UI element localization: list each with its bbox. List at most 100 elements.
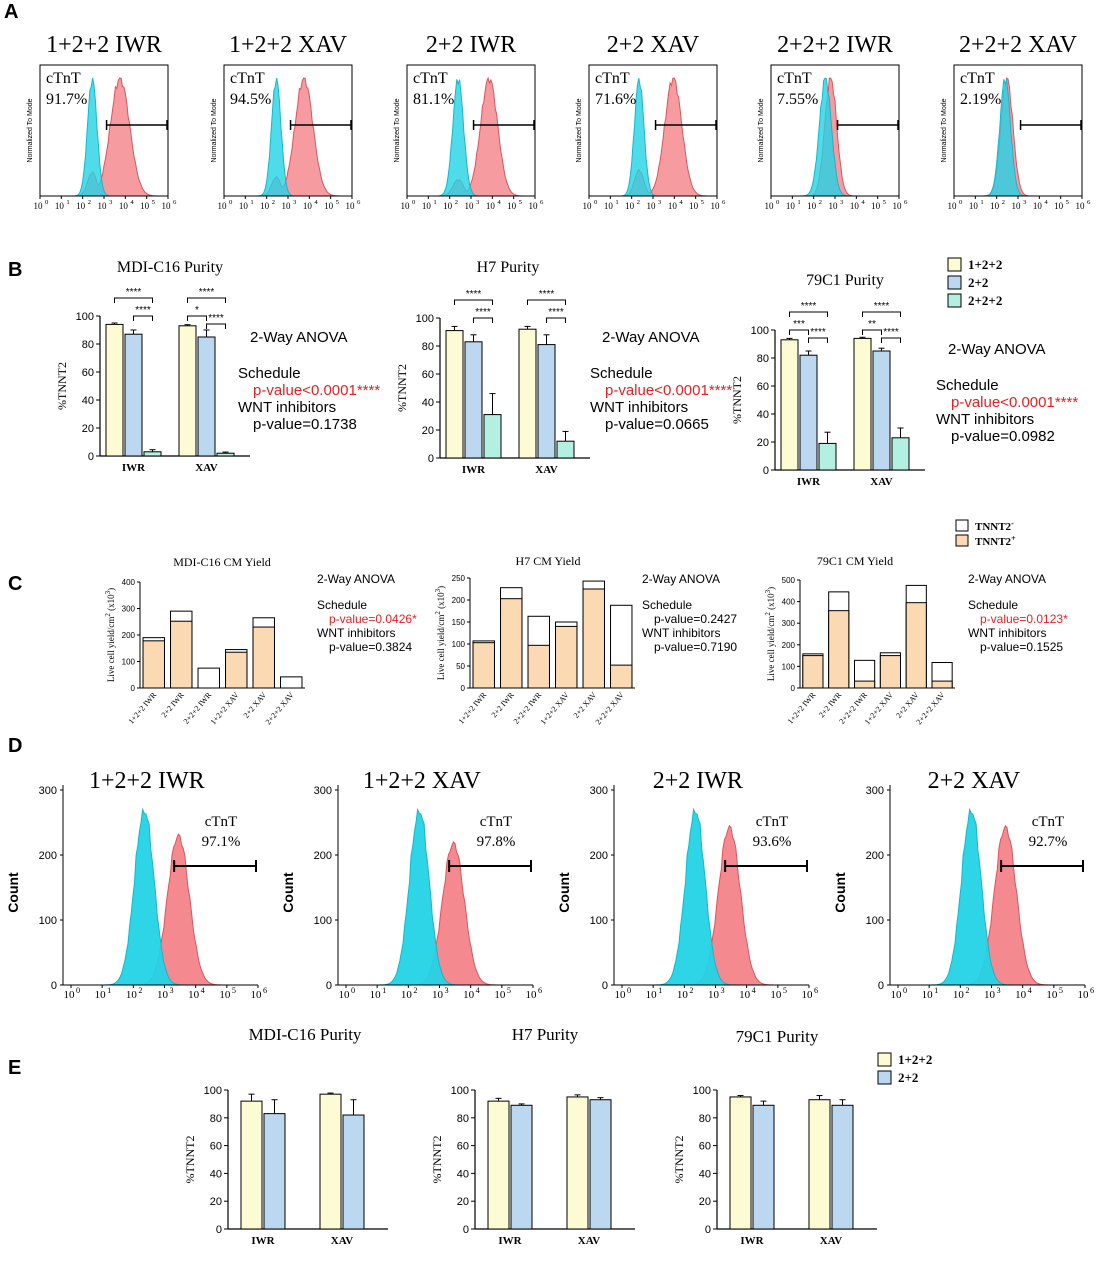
panel-a-xtick-base: 10 — [486, 201, 496, 211]
panel-e-ytick-label: 100 — [204, 1085, 222, 1097]
y-axis-label: Count — [832, 872, 848, 913]
anova-schedule-label: Schedule — [238, 365, 301, 382]
ytick-label: 300 — [314, 785, 332, 797]
y-axis-label: Normalized To Mode — [941, 98, 948, 162]
panel-e-category-label: XAV — [820, 1235, 842, 1247]
panel-d-xtick-base: 10 — [615, 989, 627, 1001]
panel-e-y-axis-label: %TNNT2 — [183, 1136, 197, 1184]
panel-b-ytick-label: 20 — [422, 425, 434, 437]
gate-marker-label: cTnT — [413, 70, 448, 87]
panel-c-category-label: 2+2+2 XAV — [594, 690, 626, 726]
panel-b-bar — [518, 328, 537, 459]
panel-c-bar-positive — [225, 651, 248, 689]
panel-c-ytick-label: 100 — [782, 662, 796, 671]
panel-e-ytick-label: 0 — [463, 1224, 469, 1236]
panel-a-xtick-exp: 0 — [959, 199, 963, 206]
panel-c-ytick-label: 400 — [122, 578, 136, 587]
panel-e-ytick-label: 40 — [699, 1168, 711, 1180]
panel-c-bar-positive — [828, 610, 850, 689]
panel-c-category-label: 2+2 XAV — [242, 690, 269, 720]
panel-a-xtick-exp: 4 — [679, 199, 683, 206]
gate-marker-label: cTnT — [960, 70, 995, 87]
panel-a-xtick-exp: 2 — [1002, 199, 1005, 206]
panel-e-ytick-label: 60 — [699, 1141, 711, 1153]
panel-b-legend-swatch — [947, 257, 962, 272]
panel-e-ytick-label: 40 — [210, 1168, 222, 1180]
y-axis-label: Normalized To Mode — [211, 98, 218, 162]
panel-c-bar-positive — [252, 626, 275, 689]
panel-d-xtick-base: 10 — [339, 989, 351, 1001]
panel-c-legend-swatch — [955, 534, 969, 547]
anova-wnt-label: WNT inhibitors — [590, 399, 688, 416]
panel-c-y-axis-label-unit: (x10 — [436, 592, 446, 611]
panel-a-xtick-exp: 5 — [336, 199, 340, 206]
panel-b-bar — [537, 344, 556, 459]
panel-d-xtick-base: 10 — [1015, 989, 1027, 1001]
panel-a-xtick-exp: 4 — [497, 199, 501, 206]
panel-c-bar-positive — [879, 655, 901, 689]
ytick-label: 0 — [878, 980, 884, 992]
panel-c-ytick-label: 0 — [461, 684, 466, 693]
significance-bracket — [789, 329, 809, 335]
panel-a-xtick-exp: 6 — [540, 199, 544, 206]
panel-b-legend-swatch — [947, 293, 962, 308]
y-axis-label: Normalized To Mode — [394, 98, 401, 162]
panel-c-y-axis-label: Live cell yield/cm2 (x103) — [104, 588, 116, 682]
panel-c-category-label: 2+2 IWR — [817, 690, 844, 719]
panel-b-bar — [178, 325, 197, 457]
gate-marker-label: cTnT — [480, 814, 512, 830]
panel-a-xtick-base: 10 — [668, 201, 678, 211]
ytick-label: 100 — [866, 915, 884, 927]
panel-e-category-label: IWR — [251, 1235, 275, 1247]
significance-bracket — [187, 297, 226, 303]
panel-d-plot-title: 2+2 IWR — [653, 768, 743, 794]
anova-title: 2-Way ANOVA — [250, 329, 348, 346]
panel-c-legend-swatch — [955, 519, 969, 532]
ytick-label: 200 — [39, 850, 57, 862]
panel-b-category-label: IWR — [797, 476, 821, 488]
panel-d-xtick-exp: 4 — [201, 986, 205, 995]
anova-title: 2-Way ANOVA — [642, 572, 720, 586]
panel-a-xtick-base: 10 — [893, 201, 903, 211]
panel-a-xtick-exp: 3 — [293, 199, 297, 206]
panel-a-xtick-base: 10 — [765, 201, 775, 211]
panel-c-y-axis-label-unit: (x10 — [106, 594, 116, 613]
panel-a-xtick-exp: 0 — [776, 199, 780, 206]
panel-b-ytick-label: 100 — [751, 325, 769, 337]
panel-a-xtick-exp: 3 — [109, 199, 113, 206]
panel-b-bar — [891, 437, 910, 471]
panel-label-a: A — [4, 1, 18, 23]
panel-e-ytick-label: 20 — [457, 1196, 469, 1208]
gate-percent: 81.1% — [413, 91, 454, 108]
panel-a-xtick-exp: 1 — [980, 199, 983, 206]
panel-d-xtick-exp: 6 — [538, 986, 542, 995]
ytick-label: 200 — [866, 850, 884, 862]
anova-schedule-pvalue: p-value<0.0001**** — [951, 394, 1078, 411]
panel-a-xtick-base: 10 — [1054, 201, 1064, 211]
panel-e-plot-title: 79C1 Purity — [736, 1027, 819, 1046]
panel-b-category-label: XAV — [195, 462, 217, 474]
panel-c-y-axis-label-sup: 2 — [434, 611, 442, 615]
panel-c-ytick-label: 300 — [122, 605, 136, 614]
panel-d-plot-title: 1+2+2 XAV — [363, 768, 482, 794]
panel-a-xtick-exp: 5 — [883, 199, 887, 206]
panel-a-plot-title: 1+2+2 XAV — [229, 32, 348, 58]
panel-b-plot: H7 Purity 0 20 40 60 80 100 %TNNT2 IWR XAV **** ***… — [395, 259, 732, 476]
panel-b-bar — [872, 350, 891, 471]
panel-c-category-label: 1+2+2 IWR — [786, 690, 818, 726]
anova-schedule-pvalue: p-value=0.0123* — [980, 612, 1068, 626]
anova-schedule-label: Schedule — [317, 598, 367, 612]
panel-b-plot-title: 79C1 Purity — [806, 272, 884, 289]
panel-a-xtick-base: 10 — [260, 201, 270, 211]
panel-c-legend-label: TNNT2- — [975, 519, 1014, 534]
panel-b-bar — [445, 330, 464, 459]
panel-d-xtick-exp: 6 — [814, 986, 818, 995]
panel-c-y-axis-label-end: ) — [766, 587, 776, 590]
panel-c-category-label: 2+2 IWR — [490, 690, 517, 719]
panel-a-xtick-base: 10 — [850, 201, 860, 211]
panel-a-xtick-base: 10 — [324, 201, 334, 211]
panel-a-xtick-exp: 4 — [861, 199, 865, 206]
